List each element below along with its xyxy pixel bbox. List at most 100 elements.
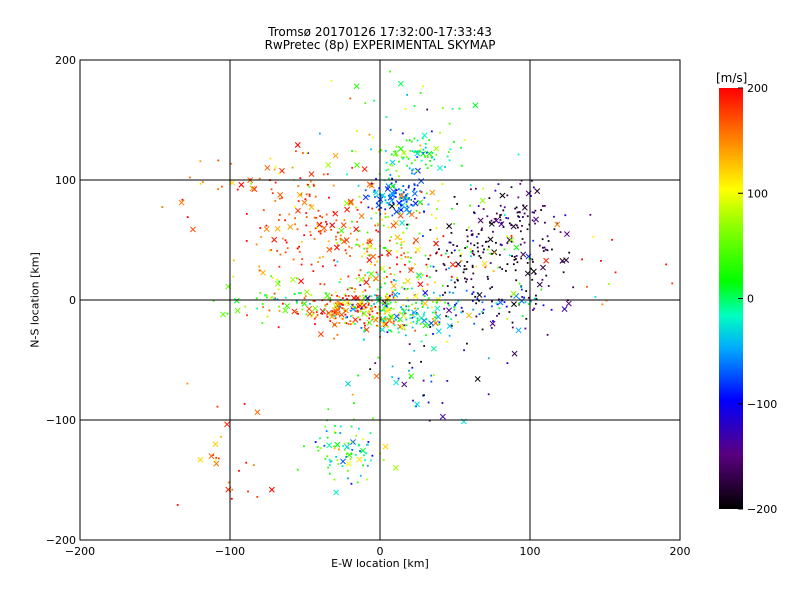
data-point-dot: [431, 151, 434, 154]
data-point-dot: [402, 314, 405, 317]
data-point-dot: [400, 241, 403, 244]
data-point-dot: [488, 197, 491, 199]
data-point-dot: [397, 377, 400, 380]
data-point-dot: [359, 284, 362, 287]
data-point-dot: [407, 184, 410, 187]
data-point-dot: [405, 324, 408, 327]
data-point-dot: [238, 469, 240, 472]
data-point-dot: [232, 259, 235, 262]
data-point-dot: [424, 156, 426, 158]
data-point-dot: [401, 157, 404, 160]
data-point-dot: [342, 304, 344, 306]
data-point-dot: [350, 247, 353, 249]
data-point-dot: [243, 403, 246, 405]
data-point-dot: [372, 191, 375, 193]
data-point-dot: [309, 302, 311, 305]
data-point-dot: [390, 236, 393, 238]
data-point-dot: [453, 281, 456, 284]
data-point-dot: [376, 288, 379, 291]
data-point-dot: [363, 252, 366, 255]
data-point-dot: [372, 317, 375, 320]
data-point-dot: [304, 295, 307, 298]
data-point-cross: [317, 331, 324, 338]
data-point-dot: [327, 466, 330, 469]
data-point-dot: [326, 436, 329, 439]
data-point-dot: [506, 242, 509, 245]
data-point-dot: [341, 465, 344, 468]
data-point-dot: [176, 504, 179, 506]
data-point-dot: [214, 459, 217, 462]
data-point-dot: [366, 239, 369, 242]
data-point-dot: [472, 300, 474, 302]
data-point-cross: [350, 439, 356, 446]
data-point-dot: [351, 448, 354, 451]
data-point-dot: [361, 308, 364, 310]
data-point-dot: [323, 444, 326, 447]
data-point-cross: [390, 222, 397, 229]
data-point-cross: [518, 297, 525, 304]
data-point-dot: [396, 256, 399, 259]
data-point-dot: [614, 271, 617, 274]
data-point-dot: [447, 302, 450, 305]
data-point-dot: [328, 313, 331, 316]
data-point-dot: [471, 293, 474, 295]
data-point-dot: [362, 291, 364, 293]
data-point-dot: [413, 197, 416, 200]
data-point-dot: [519, 219, 521, 222]
data-point-dot: [531, 219, 534, 222]
data-point-dot: [264, 294, 267, 296]
data-point-dot: [416, 313, 419, 316]
data-point-cross: [366, 319, 373, 326]
data-point-dot: [520, 179, 523, 182]
data-point-cross: [408, 211, 415, 218]
data-point-dot: [541, 246, 544, 249]
y-tick-label: 100: [55, 174, 76, 187]
data-point-dot: [373, 99, 376, 102]
data-point-dot: [278, 305, 280, 308]
colorbar-label: [m/s]: [716, 71, 748, 85]
data-point-dot: [515, 206, 518, 209]
data-point-dot: [386, 331, 389, 334]
data-point-dot: [393, 324, 396, 327]
data-point-dot: [370, 245, 373, 248]
data-point-dot: [374, 264, 376, 266]
data-point-dot: [351, 287, 353, 290]
data-point-dot: [372, 417, 374, 420]
data-point-dot: [426, 274, 428, 277]
data-point-dot: [273, 297, 276, 300]
data-point-dot: [270, 188, 273, 191]
data-point-dot: [533, 307, 536, 310]
data-point-dot: [298, 245, 301, 248]
data-point-dot: [319, 437, 321, 440]
data-point-dot: [339, 432, 342, 434]
data-point-dot: [431, 311, 434, 314]
data-point-cross: [380, 321, 387, 328]
data-point-dot: [435, 269, 438, 272]
data-point-dot: [391, 164, 394, 167]
data-point-dot: [328, 196, 330, 199]
data-point-dot: [374, 247, 377, 250]
data-point-dot: [278, 213, 281, 216]
data-point-dot: [422, 148, 425, 151]
data-point-dot: [380, 318, 383, 321]
data-point-dot: [423, 345, 426, 347]
data-point-dot: [435, 252, 438, 255]
data-point-dot: [371, 318, 374, 321]
data-point-dot: [371, 307, 374, 310]
data-point-dot: [351, 166, 354, 169]
data-point-dot: [487, 278, 489, 280]
data-point-dot: [347, 477, 349, 480]
data-point-dot: [266, 315, 269, 318]
data-point-dot: [481, 310, 484, 313]
data-point-dot: [358, 245, 361, 248]
data-point-dot: [345, 455, 348, 458]
data-point-dot: [460, 260, 463, 262]
data-point-cross: [533, 216, 539, 223]
data-point-dot: [528, 257, 531, 260]
data-point-dot: [455, 265, 458, 268]
data-point-dot: [344, 313, 347, 316]
data-point-dot: [472, 291, 475, 294]
data-point-dot: [363, 308, 365, 311]
data-point-dot: [402, 156, 405, 159]
